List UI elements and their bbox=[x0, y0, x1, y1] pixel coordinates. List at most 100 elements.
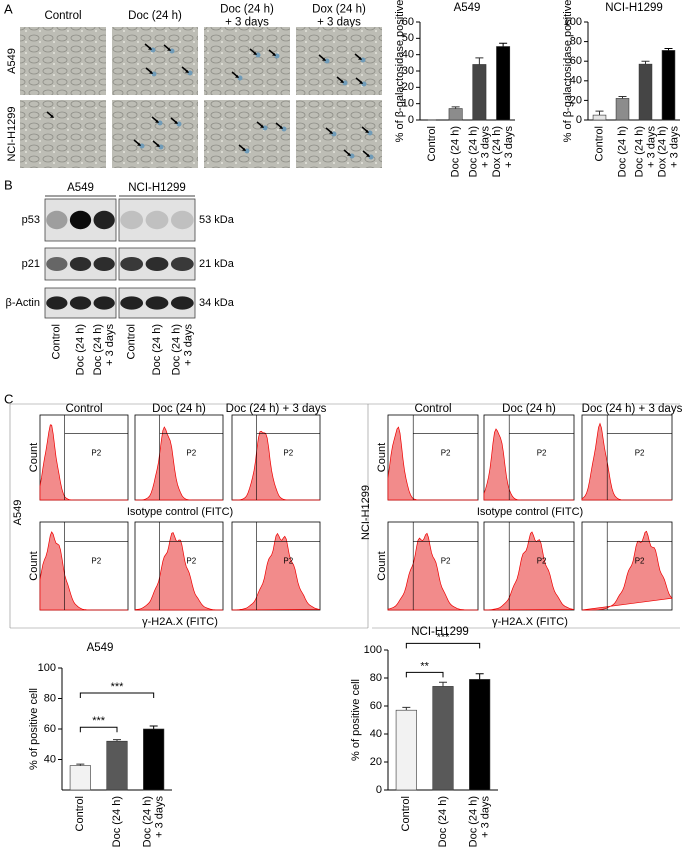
column-header: Doc (24 h) + 3 days bbox=[226, 403, 327, 415]
size-label: 53 kDa bbox=[199, 214, 235, 226]
stained-cell bbox=[158, 144, 164, 150]
stained-cell bbox=[281, 126, 287, 132]
gate-label: P2 bbox=[441, 557, 451, 566]
y-tick-label: 80 bbox=[370, 672, 382, 684]
arrow-head bbox=[235, 75, 239, 78]
y-tick-label: 0 bbox=[376, 784, 382, 796]
stained-cell bbox=[150, 47, 156, 53]
error-bar bbox=[451, 106, 460, 109]
histogram bbox=[483, 531, 575, 611]
y-tick-label: 100 bbox=[38, 662, 56, 674]
band bbox=[93, 296, 115, 310]
error-bar bbox=[76, 763, 85, 766]
axis-label: Count bbox=[376, 551, 388, 580]
stained-cell bbox=[324, 58, 330, 64]
stained-cell bbox=[255, 52, 261, 58]
gate-label: P2 bbox=[91, 448, 101, 457]
size-label: 21 kDa bbox=[199, 258, 235, 270]
gate-label: P2 bbox=[635, 557, 645, 566]
y-tick-label: 40 bbox=[370, 728, 382, 740]
column-header: Dox (24 h) + 3 days bbox=[312, 4, 366, 29]
stained-cell bbox=[361, 81, 367, 87]
arrow-head bbox=[156, 144, 160, 147]
stained-cell bbox=[244, 148, 250, 154]
gate-label: P2 bbox=[283, 557, 293, 566]
error-bar bbox=[475, 57, 484, 65]
bar bbox=[638, 63, 653, 121]
gate-label: P2 bbox=[186, 448, 196, 457]
y-tick-label: 20 bbox=[370, 756, 382, 768]
histogram bbox=[483, 428, 574, 501]
arrow-head bbox=[340, 80, 344, 83]
error-bar bbox=[149, 725, 158, 729]
x-tick-label: Doc (24 h)+ 3 days bbox=[142, 796, 166, 848]
y-tick-label: 50 bbox=[402, 32, 414, 44]
panel-label: A bbox=[4, 1, 13, 16]
panel-label: B bbox=[4, 177, 13, 192]
bar bbox=[448, 108, 463, 121]
arrow-head bbox=[322, 58, 326, 61]
histogram bbox=[387, 426, 478, 501]
y-tick-label: 20 bbox=[570, 94, 582, 106]
stained-cell bbox=[360, 57, 366, 63]
column-header: Doc (24 h) bbox=[152, 403, 206, 415]
y-tick-label: 100 bbox=[364, 644, 382, 656]
significance-bracket bbox=[79, 726, 118, 733]
row-label: A549 bbox=[12, 500, 24, 526]
gate-label: P2 bbox=[91, 557, 101, 566]
gate-label: P2 bbox=[537, 448, 547, 457]
x-tick-label: Doc (24 h)+ 3 days bbox=[633, 126, 657, 178]
y-tick-label: 60 bbox=[370, 700, 382, 712]
band bbox=[170, 296, 194, 310]
chart-title: A549 bbox=[454, 2, 481, 14]
stained-cell bbox=[342, 80, 348, 86]
error-bar bbox=[618, 95, 627, 99]
lane-label: Doc (24 h) bbox=[74, 324, 86, 375]
y-tick-label: 40 bbox=[402, 49, 414, 61]
error-bar bbox=[499, 42, 508, 47]
chart-title: NCI-H1299 bbox=[605, 2, 663, 14]
arrow-head bbox=[366, 154, 370, 157]
stained-cell bbox=[367, 130, 373, 136]
stained-cell bbox=[349, 153, 355, 159]
arrow-head bbox=[185, 70, 189, 73]
y-tick-label: 40 bbox=[570, 75, 582, 87]
protein-label: p53 bbox=[22, 214, 40, 226]
chart-title: A549 bbox=[87, 642, 114, 654]
histogram bbox=[232, 430, 320, 501]
cell-line: A549 bbox=[67, 182, 94, 194]
y-axis-label: % of β-galactosidase positive bbox=[562, 0, 574, 142]
error-bar bbox=[113, 739, 121, 742]
y-tick-label: 60 bbox=[402, 16, 414, 28]
x-tick-label: Dox (24 h)+ 3 days bbox=[656, 126, 680, 178]
band bbox=[69, 256, 92, 272]
chart-title: NCI-H1299 bbox=[411, 626, 469, 638]
cell-line: NCI-H1299 bbox=[128, 182, 186, 194]
row-label: A549 bbox=[6, 48, 18, 74]
stained-cell bbox=[176, 121, 182, 127]
arrow-head bbox=[279, 126, 283, 129]
column-header: Doc (24 h) bbox=[502, 403, 556, 415]
arrow-head bbox=[347, 153, 351, 156]
arrow-head bbox=[358, 57, 362, 60]
band bbox=[69, 296, 92, 310]
band bbox=[46, 256, 68, 272]
size-label: 34 kDa bbox=[199, 297, 235, 309]
y-tick-label: 80 bbox=[570, 36, 582, 48]
arrow-head bbox=[50, 115, 54, 118]
stained-cell bbox=[151, 71, 157, 77]
band bbox=[170, 256, 194, 272]
band bbox=[46, 210, 68, 230]
y-tick-label: 0 bbox=[408, 114, 414, 126]
panel-label: C bbox=[4, 391, 13, 406]
lane-label: Doc (24 h) bbox=[151, 324, 163, 375]
histogram bbox=[231, 532, 321, 611]
significance-bracket bbox=[79, 692, 155, 698]
significance-bracket bbox=[405, 671, 444, 678]
micrograph bbox=[112, 100, 198, 168]
y-tick-label: 60 bbox=[44, 723, 56, 735]
arrow-head bbox=[148, 47, 152, 50]
significance-label: *** bbox=[92, 715, 106, 727]
blot bbox=[118, 198, 196, 242]
